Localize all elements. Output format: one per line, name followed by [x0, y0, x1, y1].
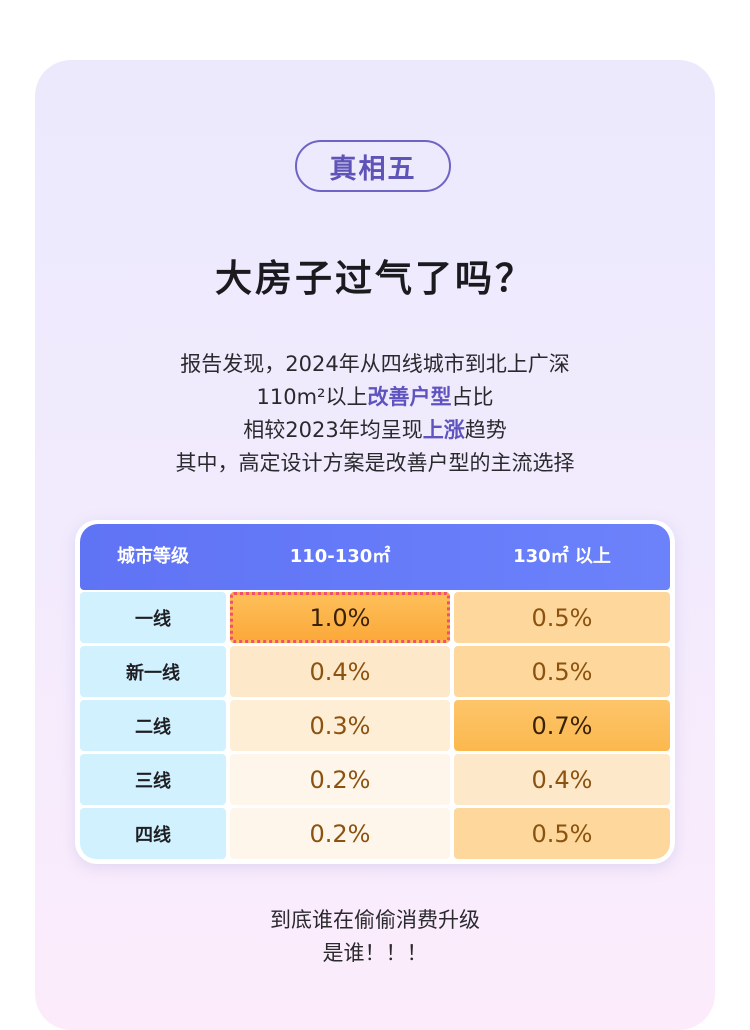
data-table: 城市等级 110-130㎡ 130㎡ 以上 一线 1.0% 0.5% 新一线 0… — [75, 520, 675, 864]
header-130-plus: 130㎡ 以上 — [513, 546, 611, 567]
intro-line-1: 报告发现，2024年从四线城市到北上广深 — [180, 352, 570, 376]
page-title: 大房子过气了吗？ — [215, 257, 535, 300]
row-label-tier3: 三线 — [80, 754, 226, 805]
cell-tier2-130-plus: 0.7% — [454, 700, 670, 751]
intro-text: 报告发现，2024年从四线城市到北上广深 110m²以上改善户型占比 相较202… — [0, 348, 750, 480]
cell-tier4-110-130: 0.2% — [230, 808, 450, 859]
intro-line-3-highlight: 上涨 — [422, 418, 465, 442]
cell-new-tier1-110-130: 0.4% — [230, 646, 450, 697]
intro-line-4: 其中，高定设计方案是改善户型的主流选择 — [175, 451, 575, 475]
intro-line-2-highlight: 改善户型 — [367, 385, 452, 409]
cell-tier2-110-130: 0.3% — [230, 700, 450, 751]
intro-line-3-pre: 相较2023年均呈现 — [243, 418, 423, 442]
cell-tier4-130-plus: 0.5% — [454, 808, 670, 859]
cell-tier3-130-plus: 0.4% — [454, 754, 670, 805]
header-city-level: 城市等级 — [117, 546, 189, 567]
cell-tier1-130-plus: 0.5% — [454, 592, 670, 643]
footer-line-1: 到底谁在偷偷消费升级 — [270, 908, 480, 932]
cell-new-tier1-130-plus: 0.5% — [454, 646, 670, 697]
footer-line-2: 是谁！！！ — [322, 941, 428, 965]
footer-text: 到底谁在偷偷消费升级 是谁！！！ — [0, 904, 750, 970]
section-badge: 真相五 — [295, 140, 451, 192]
intro-line-3-post: 趋势 — [464, 418, 507, 442]
cell-tier3-110-130: 0.2% — [230, 754, 450, 805]
row-label-tier2: 二线 — [80, 700, 226, 751]
intro-line-3: 相较2023年均呈现上涨趋势 — [0, 414, 750, 447]
header-110-130: 110-130㎡ — [289, 546, 391, 567]
table-header: 城市等级 110-130㎡ 130㎡ 以上 — [80, 524, 670, 590]
intro-line-2-pre: 110m²以上 — [256, 385, 368, 409]
cell-tier1-110-130: 1.0% — [230, 592, 450, 643]
intro-line-2: 110m²以上改善户型占比 — [0, 381, 750, 414]
row-label-new-tier1: 新一线 — [80, 646, 226, 697]
row-label-tier4: 四线 — [80, 808, 226, 859]
row-label-tier1: 一线 — [80, 592, 226, 643]
intro-line-2-post: 占比 — [451, 385, 494, 409]
